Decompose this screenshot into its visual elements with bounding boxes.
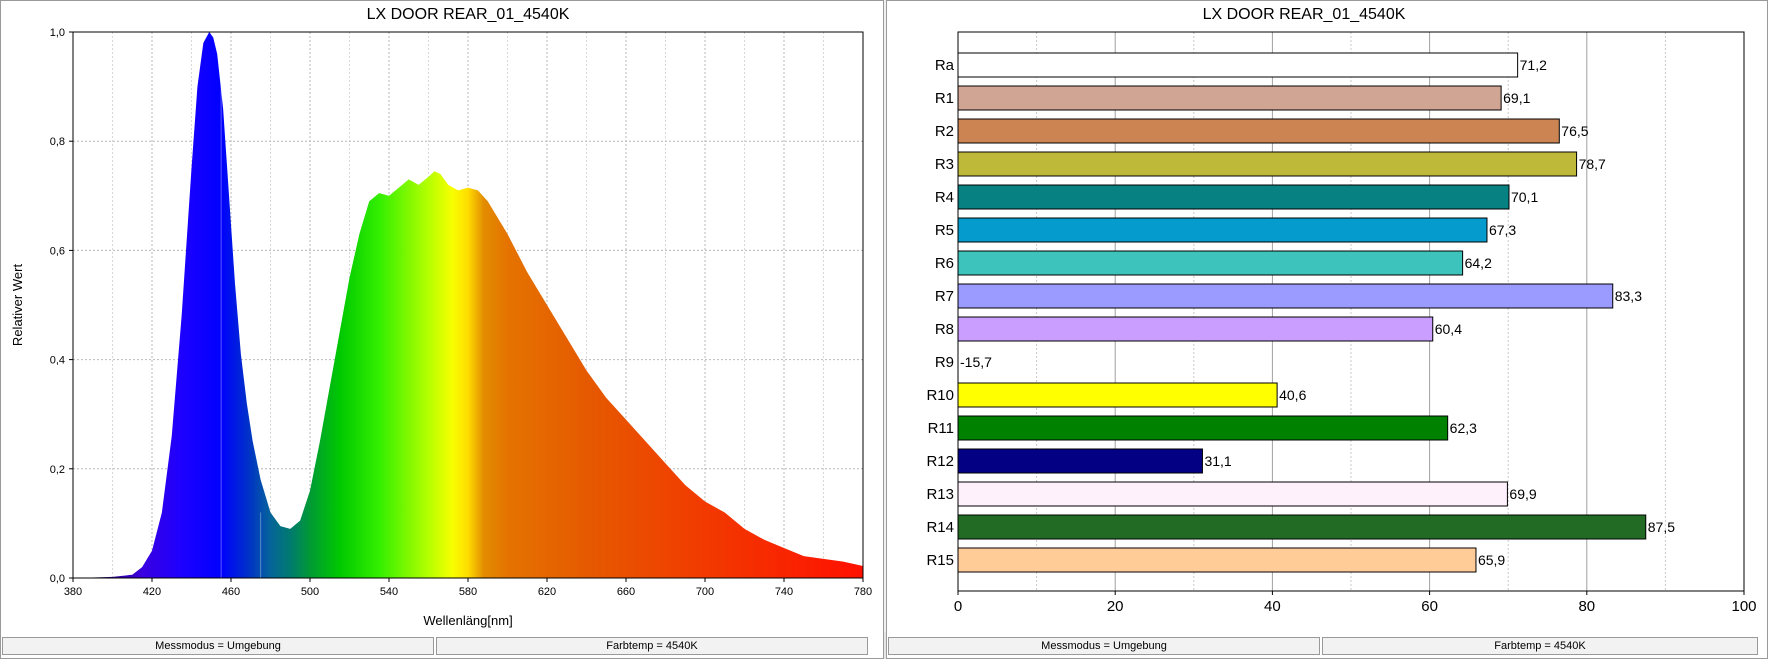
x-tick-label: 580: [459, 586, 477, 598]
x-tick-label: 40: [1264, 598, 1281, 615]
category-label-r7: R7: [935, 288, 954, 305]
spectrum-y-axis-label: Relativer Wert: [10, 264, 25, 347]
x-tick-label: 60: [1421, 598, 1438, 615]
y-tick-label: 0,6: [50, 245, 65, 257]
bar-r2: [957, 118, 1560, 144]
category-label-r11: R11: [928, 420, 954, 437]
value-label-r13: 69,9: [1509, 486, 1536, 502]
bar-r8: [957, 316, 1434, 342]
y-tick-label: 1,0: [50, 27, 65, 39]
y-tick-label: 0,0: [50, 573, 65, 585]
x-tick-label: 420: [143, 586, 161, 598]
value-label-r11: 62,3: [1450, 420, 1477, 436]
category-label-r10: R10: [926, 387, 954, 404]
bar-r7: [957, 283, 1614, 309]
value-label-r6: 64,2: [1465, 255, 1492, 271]
left-status-color-temp: Farbtemp = 4540K: [436, 637, 868, 655]
bar-r12: [957, 448, 1203, 474]
x-tick-label: 700: [696, 586, 714, 598]
x-tick-label: 620: [538, 586, 556, 598]
x-tick-label: 780: [854, 586, 872, 598]
value-label-r15: 65,9: [1478, 552, 1505, 568]
category-label-r6: R6: [935, 255, 954, 272]
category-label-r2: R2: [935, 123, 954, 140]
value-label-r14: 87,5: [1648, 519, 1675, 535]
value-label-ra: 71,2: [1520, 57, 1547, 73]
category-label-r4: R4: [935, 189, 954, 206]
bar-r14: [957, 514, 1647, 540]
category-label-r12: R12: [926, 453, 954, 470]
bar-r15: [957, 547, 1477, 573]
cri-chart-panel: Ra 71,2 R1 69,1 R2 76,5 R3 78,7 R4 70,1 R5 67,3 R6 64…: [886, 0, 1768, 659]
x-tick-label: 660: [617, 586, 635, 598]
bar-r3: [957, 151, 1578, 177]
value-label-r5: 67,3: [1489, 222, 1516, 238]
category-label-r9: R9: [935, 354, 954, 371]
bar-r13: [957, 481, 1508, 507]
x-tick-label: 500: [301, 586, 319, 598]
spectrum-chart-title: LX DOOR REAR_01_4540K: [367, 6, 570, 23]
y-tick-label: 0,8: [50, 136, 65, 148]
category-label-r15: R15: [926, 552, 954, 569]
x-tick-label: 540: [380, 586, 398, 598]
category-label-r8: R8: [935, 321, 954, 338]
x-tick-label: 0: [954, 598, 962, 615]
bar-r4: [957, 184, 1510, 210]
category-label-r13: R13: [926, 486, 954, 503]
category-label-r5: R5: [935, 222, 954, 239]
cri-plot-area: [958, 32, 1744, 591]
x-tick-label: 380: [64, 586, 82, 598]
x-tick-label: 460: [222, 586, 240, 598]
y-tick-label: 0,2: [50, 464, 65, 476]
spectrum-area: [73, 32, 863, 578]
x-tick-label: 80: [1578, 598, 1595, 615]
right-status-measure-mode: Messmodus = Umgebung: [888, 637, 1320, 655]
y-tick-label: 0,4: [50, 355, 65, 367]
category-label-r14: R14: [926, 519, 954, 536]
spectrum-chart-panel: 380 420 460 500 540 580 620 660 700 740 780 0,0 0,2 0…: [0, 0, 884, 659]
bar-r10: [957, 382, 1278, 408]
bar-r11: [957, 415, 1449, 441]
category-label-r1: R1: [935, 90, 954, 107]
value-label-r1: 69,1: [1503, 90, 1530, 106]
value-label-r7: 83,3: [1615, 288, 1642, 304]
spectrum-chart: 380 420 460 500 540 580 620 660 700 740 780 0,0 0,2 0…: [10, 6, 872, 628]
cri-chart-title: LX DOOR REAR_01_4540K: [1203, 6, 1406, 23]
value-label-r8: 60,4: [1435, 321, 1462, 337]
cri-plot-frame: [957, 31, 1745, 592]
value-label-r12: 31,1: [1204, 453, 1231, 469]
bar-r5: [957, 217, 1488, 243]
value-label-r9: -15,7: [960, 354, 992, 370]
spectrum-x-axis-label: Wellenläng[nm]: [423, 613, 512, 628]
bar-r6: [957, 250, 1464, 276]
value-label-r2: 76,5: [1561, 123, 1588, 139]
left-status-measure-mode: Messmodus = Umgebung: [2, 637, 434, 655]
x-tick-label: 740: [775, 586, 793, 598]
category-label-ra: Ra: [935, 57, 955, 74]
value-label-r4: 70,1: [1511, 189, 1538, 205]
bar-ra: [957, 52, 1519, 78]
x-tick-label: 20: [1107, 598, 1124, 615]
bar-r1: [957, 85, 1502, 111]
right-status-color-temp: Farbtemp = 4540K: [1322, 637, 1758, 655]
value-label-r3: 78,7: [1579, 156, 1606, 172]
x-tick-label: 100: [1731, 598, 1756, 615]
value-label-r10: 40,6: [1279, 387, 1306, 403]
cri-bar-chart: Ra 71,2 R1 69,1 R2 76,5 R3 78,7 R4 70,1 R5 67,3 R6 64…: [926, 6, 1756, 615]
category-label-r3: R3: [935, 156, 954, 173]
